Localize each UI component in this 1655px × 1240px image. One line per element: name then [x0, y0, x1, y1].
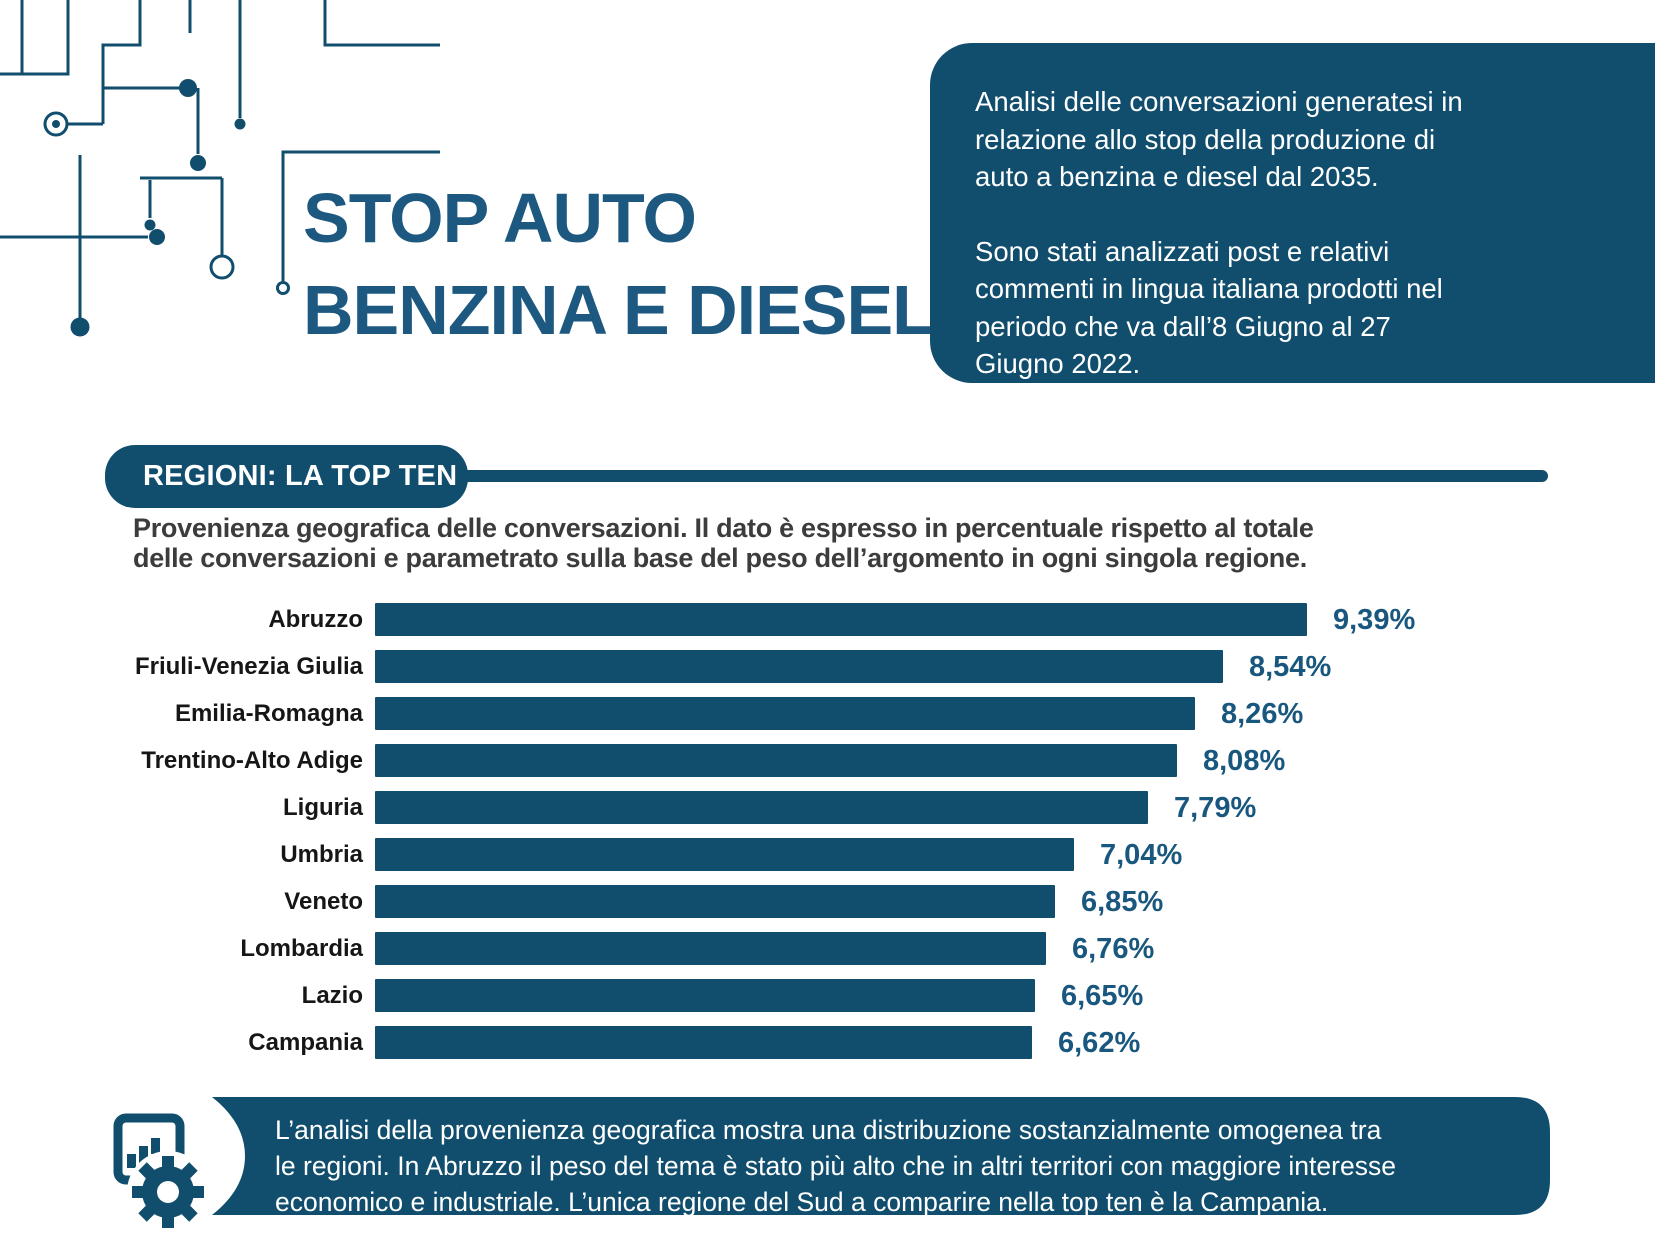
region-value: 8,54% [1249, 651, 1332, 683]
region-value: 6,65% [1061, 980, 1144, 1012]
text-line: relazione allo stop della produzione di [975, 123, 1436, 155]
region-bar [375, 979, 1035, 1012]
text-line: Giugno 2022. [975, 348, 1141, 379]
region-label: Trentino-Alto Adige [141, 747, 363, 774]
chart-row-umbria: Umbria 7,04% [0, 838, 1655, 871]
text-line: delle conversazioni e parametrato sulla … [133, 543, 1307, 573]
footer-box [212, 1097, 1550, 1215]
footer-box-text: L’analisi della provenienza geografica m… [275, 1112, 1545, 1220]
region-label: Campania [248, 1029, 363, 1056]
chart-row-campania: Campania 6,62% [0, 1026, 1655, 1059]
region-bar [375, 838, 1074, 871]
region-bar [375, 1026, 1032, 1059]
text-line: Provenienza geografica delle conversazio… [133, 513, 1314, 543]
region-value: 6,76% [1072, 933, 1155, 965]
region-value: 6,62% [1058, 1027, 1141, 1059]
region-bar [375, 791, 1148, 824]
chart-row-trentino-alto-adige: Trentino-Alto Adige 8,08% [0, 744, 1655, 777]
region-value: 8,08% [1203, 745, 1286, 777]
region-value: 8,26% [1221, 698, 1304, 730]
text-line: L’analisi della provenienza geografica m… [275, 1115, 1382, 1145]
chart-row-abruzzo: Abruzzo 9,39% [0, 603, 1655, 636]
mini-bar-chart-glyph [127, 1138, 160, 1168]
chart-row-friuli-venezia-giulia: Friuli-Venezia Giulia 8,54% [0, 650, 1655, 683]
region-label: Friuli-Venezia Giulia [134, 653, 363, 680]
region-value: 7,04% [1100, 839, 1183, 871]
intro-paragraph-1: Analisi delle conversazioni generatesi i… [975, 83, 1535, 196]
chart-subtitle: Provenienza geografica delle conversazio… [133, 513, 1533, 573]
text-line: Analisi delle conversazioni generatesi i… [975, 86, 1463, 117]
report-gear-icon [113, 1113, 209, 1232]
region-bar [375, 744, 1177, 777]
page-title-line1: STOP AUTO [303, 179, 697, 257]
region-label: Lazio [301, 982, 363, 1009]
circuit-dots [70, 79, 246, 337]
region-bar [375, 650, 1223, 683]
intro-box-text: Analisi delle conversazioni generatesi i… [975, 83, 1535, 420]
chart-row-lazio: Lazio 6,65% [0, 979, 1655, 1012]
region-label: Veneto [284, 888, 363, 915]
chart-row-liguria: Liguria 7,79% [0, 791, 1655, 824]
chart-row-veneto: Veneto 6,85% [0, 885, 1655, 918]
region-bar [375, 932, 1046, 965]
region-label: Liguria [282, 794, 363, 821]
region-label: Emilia-Romagna [174, 700, 363, 727]
region-bar [375, 885, 1055, 918]
region-label: Umbria [280, 841, 363, 868]
page-title-line2: BENZINA E DIESEL [303, 271, 935, 349]
chart-row-lombardia: Lombardia 6,76% [0, 932, 1655, 965]
text-line: auto a benzina e diesel dal 2035. [975, 161, 1379, 192]
text-line: commenti in lingua italiana prodotti nel [975, 273, 1443, 304]
intro-box: Analisi delle conversazioni generatesi i… [930, 43, 1655, 383]
section-connector-line [458, 470, 1548, 482]
text-line: periodo che va dall’8 Giugno al 27 [975, 310, 1391, 342]
page-title: STOP AUTO BENZINA E DIESEL [303, 172, 1003, 356]
text-line: le regioni. In Abruzzo il peso del tema … [275, 1151, 1396, 1181]
text-line: economico e industriale. L’unica regione… [275, 1187, 1329, 1217]
region-label: Lombardia [240, 935, 363, 962]
region-label: Abruzzo [268, 606, 363, 633]
region-bar [375, 697, 1195, 730]
region-value: 6,85% [1081, 886, 1164, 918]
intro-paragraph-2: Sono stati analizzati post e relativi com… [975, 233, 1535, 383]
section-badge-label: REGIONI: LA TOP TEN [143, 460, 458, 492]
circuit-decoration [0, 0, 440, 337]
section-badge: REGIONI: LA TOP TEN [105, 445, 468, 508]
region-bar [375, 603, 1307, 636]
region-value: 9,39% [1333, 604, 1416, 636]
region-value: 7,79% [1174, 792, 1257, 824]
gear-glyph [132, 1156, 204, 1228]
chart-row-emilia-romagna: Emilia-Romagna 8,26% [0, 697, 1655, 730]
text-line: Sono stati analizzati post e relativi [975, 235, 1390, 267]
